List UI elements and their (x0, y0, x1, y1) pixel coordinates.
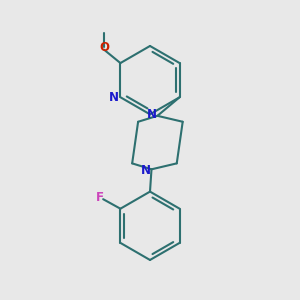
Text: N: N (109, 91, 119, 104)
Text: F: F (96, 190, 104, 204)
Text: O: O (99, 41, 109, 54)
Text: N: N (147, 108, 157, 121)
Text: N: N (141, 164, 151, 177)
